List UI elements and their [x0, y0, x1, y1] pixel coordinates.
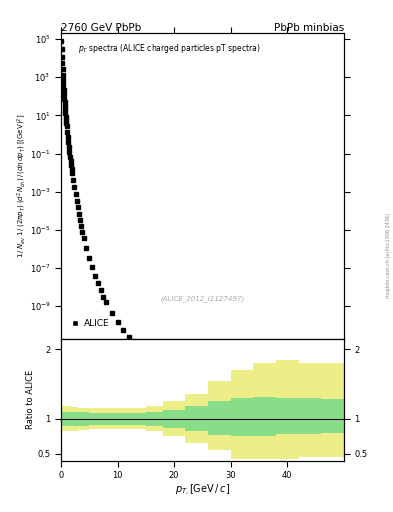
Text: $p_T$ spectra (ALICE charged particles pT spectra): $p_T$ spectra (ALICE charged particles p… — [78, 42, 261, 55]
Legend: ALICE: ALICE — [68, 315, 113, 331]
X-axis label: $p_{T,}[\mathrm{GeV}\,/\,c]$: $p_{T,}[\mathrm{GeV}\,/\,c]$ — [175, 483, 230, 498]
Y-axis label: $1\,/\,N_{ev}\;1\,/\,(2\pi p_T)\;(d^2N_{ch})\,/\,(d\eta\,dp_T)\;[(\mathrm{GeV})^: $1\,/\,N_{ev}\;1\,/\,(2\pi p_T)\;(d^2N_{… — [15, 114, 28, 258]
Text: 2760 GeV PbPb: 2760 GeV PbPb — [61, 23, 141, 33]
Y-axis label: Ratio to ALICE: Ratio to ALICE — [26, 370, 35, 430]
Text: (ALICE_2012_I1127497): (ALICE_2012_I1127497) — [160, 295, 244, 302]
Text: mcplots.cern.ch [arXiv:1306.3436]: mcplots.cern.ch [arXiv:1306.3436] — [386, 214, 391, 298]
Text: PbPb minbias: PbPb minbias — [274, 23, 344, 33]
